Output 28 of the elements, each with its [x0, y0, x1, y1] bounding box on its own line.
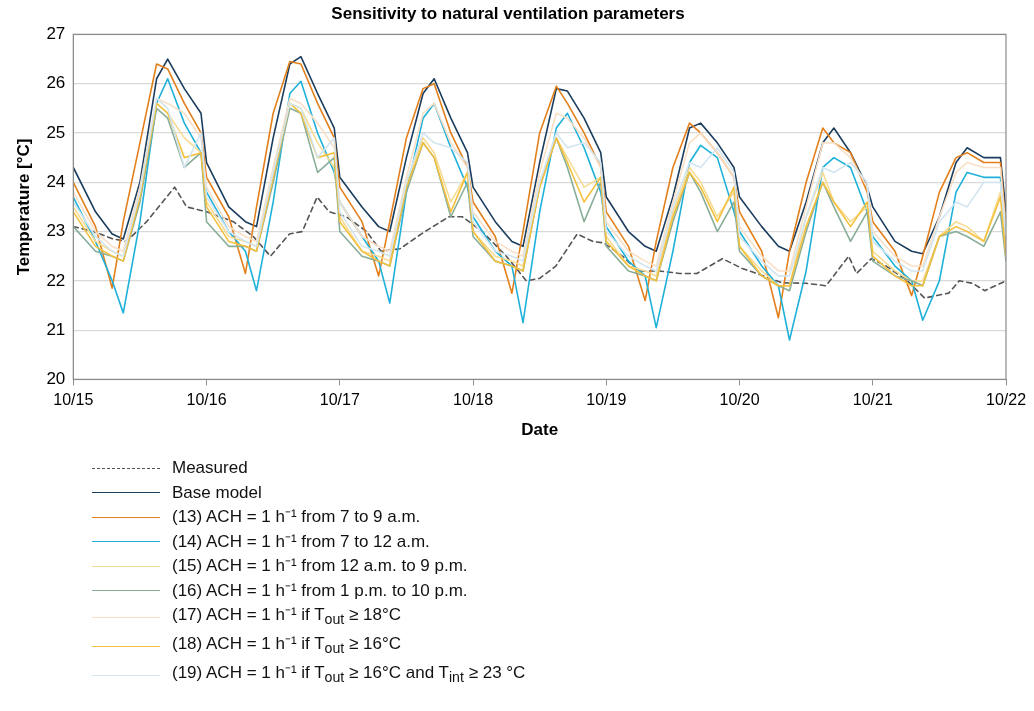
y-tick-label: 25 — [46, 122, 66, 142]
y-tick-label: 26 — [46, 73, 66, 93]
y-tick-label: 24 — [46, 171, 66, 191]
legend-label: (16) ACH = 1 h⁻¹ from 1 p.m. to 10 p.m. — [172, 579, 468, 602]
x-tick-label: 10/20 — [719, 391, 760, 409]
chart-title: Sensitivity to natural ventilation parameters — [331, 3, 685, 23]
legend-label: (19) ACH = 1 h⁻¹ if T$_{out}$ ≥ 16°C and T$_{int}$ ≥ 23 °C — [172, 661, 526, 688]
legend-label: (13) ACH = 1 h⁻¹ from 7 to 9 a.m. — [172, 506, 421, 528]
x-tick-label: 10/16 — [186, 391, 227, 409]
y-tick-label: 20 — [46, 369, 66, 389]
legend-label: Measured — [172, 457, 248, 479]
y-tick-label: 22 — [46, 270, 66, 290]
x-tick-label: 10/22 — [985, 391, 1027, 409]
x-tick-label: 10/17 — [319, 391, 360, 409]
legend-label: (17) ACH = 1 h⁻¹ if T$_{out}$ ≥ 18°C — [172, 604, 402, 630]
x-tick-label: 10/18 — [453, 391, 494, 409]
y-tick-label: 23 — [46, 221, 66, 241]
x-tick-label: 10/15 — [53, 391, 94, 409]
x-tick-label: 10/19 — [586, 391, 627, 409]
y-axis-title: Temperature [°C] — [13, 138, 33, 276]
y-tick-label: 21 — [46, 319, 66, 339]
legend-label: Base model — [172, 481, 262, 504]
y-tick-label: 27 — [46, 24, 66, 44]
legend-label: (14) ACH = 1 h⁻¹ from 7 to 12 a.m. — [172, 530, 430, 553]
x-axis-title: Date — [521, 420, 559, 440]
x-tick-label: 10/21 — [852, 391, 893, 409]
legend-label: (15) ACH = 1 h⁻¹ from 12 a.m. to 9 p.m. — [172, 555, 468, 577]
legend-label: (18) ACH = 1 h⁻¹ if T$_{out}$ ≥ 16°C — [172, 632, 402, 659]
